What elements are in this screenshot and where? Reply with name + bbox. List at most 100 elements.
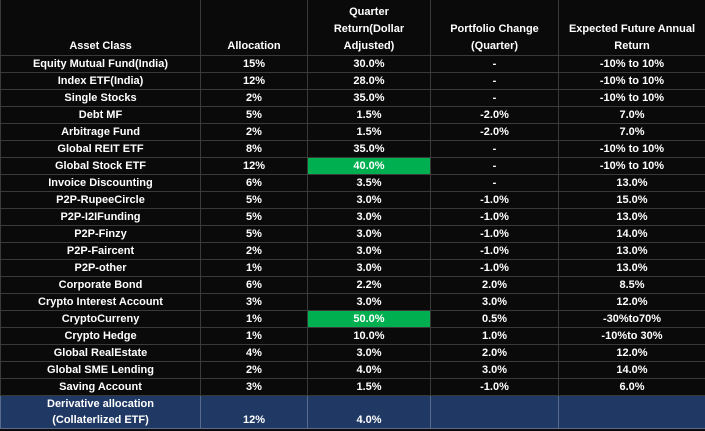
table-cell: 12.0% (558, 293, 705, 311)
table-cell: 8.5% (558, 276, 705, 294)
table-row: Equity Mutual Fund(India) 15% 30.0% - -10% t… (0, 55, 705, 73)
table-cell: - (430, 174, 559, 192)
header-row: Asset Class Allocation Quarter Return(Doll… (0, 0, 705, 56)
table-row: Global SME Lending 2% 4.0% 3.0% 14.0% (0, 361, 705, 379)
table-cell: P2P-RupeeCircle (0, 191, 201, 209)
table-cell: CryptoCurreny (0, 310, 201, 328)
table-cell: Arbitrage Fund (0, 123, 201, 141)
table-cell: -1.0% (430, 378, 559, 396)
table-cell: 35.0% (307, 89, 431, 107)
table-cell: Equity Mutual Fund(India) (0, 55, 201, 73)
table-cell: 50.0% (307, 310, 431, 328)
table-cell: 2% (200, 123, 308, 141)
table-cell: 3.0% (307, 344, 431, 362)
table-cell: 5% (200, 208, 308, 226)
table-cell: -10%to 30% (558, 327, 705, 345)
table-cell: 15.0% (558, 191, 705, 209)
table-cell: - (430, 72, 559, 90)
table-cell: -10% to 10% (558, 72, 705, 90)
table-cell: 1% (200, 310, 308, 328)
table-cell: 13.0% (558, 259, 705, 277)
table-cell: 13.0% (558, 242, 705, 260)
table-cell: 4.0% (307, 395, 431, 429)
table-cell: 13.0% (558, 208, 705, 226)
table-cell (558, 395, 705, 429)
table-cell: 1% (200, 327, 308, 345)
table-cell: -2.0% (430, 106, 559, 124)
table-cell: Index ETF(India) (0, 72, 201, 90)
table-cell: 7.0% (558, 123, 705, 141)
table-row: Corporate Bond 6% 2.2% 2.0% 8.5% (0, 276, 705, 294)
table-cell: -10% to 10% (558, 157, 705, 175)
table-cell: 12% (200, 72, 308, 90)
table-row: Derivative allocation (Collaterlized ETF… (0, 395, 705, 429)
table-cell: 13.0% (558, 174, 705, 192)
table-cell: 30.0% (307, 55, 431, 73)
header-cell: Allocation (200, 0, 308, 56)
table-row: CryptoCurreny 1% 50.0% 0.5% -30%to70% (0, 310, 705, 328)
table-cell: Global SME Lending (0, 361, 201, 379)
header-cell: Quarter Return(Dollar Adjusted) (307, 0, 431, 56)
table-cell: -1.0% (430, 208, 559, 226)
table-cell: - (430, 55, 559, 73)
table-row: Crypto Hedge 1% 10.0% 1.0% -10%to 30% (0, 327, 705, 345)
table-cell: 2% (200, 361, 308, 379)
table-cell: 5% (200, 106, 308, 124)
table-cell: Crypto Hedge (0, 327, 201, 345)
table-cell: 2% (200, 242, 308, 260)
table-cell: P2P-Finzy (0, 225, 201, 243)
table-row: Single Stocks 2% 35.0% - -10% to 10% (0, 89, 705, 107)
table-cell: - (430, 89, 559, 107)
table-cell: Crypto Interest Account (0, 293, 201, 311)
table-cell: 15% (200, 55, 308, 73)
table-cell: -1.0% (430, 225, 559, 243)
table-cell: P2P-other (0, 259, 201, 277)
table-cell: -1.0% (430, 191, 559, 209)
table-cell: P2P-I2IFunding (0, 208, 201, 226)
table-cell: 3.0% (307, 225, 431, 243)
table-cell: 10.0% (307, 327, 431, 345)
table-row: Index ETF(India) 12% 28.0% - -10% to 10% (0, 72, 705, 90)
table-cell: -1.0% (430, 242, 559, 260)
table-cell: 40.0% (307, 157, 431, 175)
header-cell: Expected Future Annual Return (558, 0, 705, 56)
table-cell: -10% to 10% (558, 140, 705, 158)
table-cell: 4% (200, 344, 308, 362)
table-cell: 3.0% (307, 191, 431, 209)
table-cell: 3.0% (307, 259, 431, 277)
table-row: Debt MF 5% 1.5% -2.0% 7.0% (0, 106, 705, 124)
table-cell: 8% (200, 140, 308, 158)
table-row: Saving Account 3% 1.5% -1.0% 6.0% (0, 378, 705, 396)
table-cell: 4.0% (307, 361, 431, 379)
table-cell: Global REIT ETF (0, 140, 201, 158)
table-cell: -10% to 10% (558, 89, 705, 107)
table-cell: 14.0% (558, 361, 705, 379)
table-row: P2P-Faircent 2% 3.0% -1.0% 13.0% (0, 242, 705, 260)
table-row: Invoice Discounting 6% 3.5% -13.0% (0, 174, 705, 192)
table-cell: -30%to70% (558, 310, 705, 328)
table-cell: Derivative allocation (Collaterlized ETF… (0, 395, 201, 429)
table-cell: 35.0% (307, 140, 431, 158)
table-cell: Global Stock ETF (0, 157, 201, 175)
table-cell: 3.0% (430, 361, 559, 379)
table-cell: 6% (200, 276, 308, 294)
header-cell: Portfolio Change (Quarter) (430, 0, 559, 56)
table-cell: Debt MF (0, 106, 201, 124)
table-cell: 12.0% (558, 344, 705, 362)
table-row: Global REIT ETF 8% 35.0% - -10% to 10% (0, 140, 705, 158)
table-cell: 1% (200, 259, 308, 277)
table-row: P2P-Finzy 5% 3.0% -1.0% 14.0% (0, 225, 705, 243)
table-row: P2P-other 1% 3.0% -1.0% 13.0% (0, 259, 705, 277)
table-cell: 2.2% (307, 276, 431, 294)
table-cell: 1.0% (430, 327, 559, 345)
table-cell: 3.0% (307, 242, 431, 260)
table-cell: 14.0% (558, 225, 705, 243)
table-cell: 3.0% (307, 293, 431, 311)
table-cell: 2.0% (430, 344, 559, 362)
table-cell: 1.5% (307, 123, 431, 141)
table-cell: 12% (200, 395, 308, 429)
table-cell: 3.0% (307, 208, 431, 226)
